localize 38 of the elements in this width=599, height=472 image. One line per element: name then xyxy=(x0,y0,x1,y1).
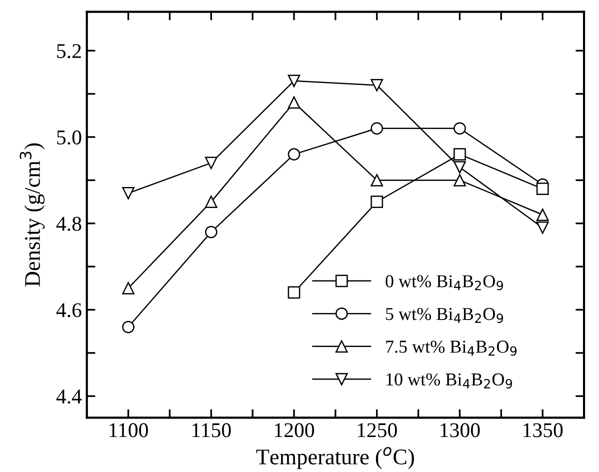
x-tick-label: 1300 xyxy=(440,423,480,438)
x-axis-title: Temperature ($^{o}$C) xyxy=(256,447,414,469)
point xyxy=(122,282,134,294)
x-tick-label: 1250 xyxy=(358,423,397,438)
point xyxy=(122,320,134,334)
legend-label: 10 wt% Bi$_{4}$B$_{2}$O$_{9}$ xyxy=(386,373,512,388)
point xyxy=(536,208,549,221)
point xyxy=(454,148,466,160)
point xyxy=(288,96,300,109)
point xyxy=(288,74,300,88)
point xyxy=(454,161,466,174)
legend-label: 7.5 wt% Bi$_{4}$B$_{2}$O$_{9}$ xyxy=(386,340,517,356)
y-tick-label: 4.8 xyxy=(56,216,82,231)
x-tick-label: 1150 xyxy=(192,423,231,438)
point xyxy=(536,182,549,196)
point xyxy=(288,286,300,299)
point xyxy=(122,186,134,200)
y-tick-label: 4.4 xyxy=(56,390,82,404)
point xyxy=(454,122,466,135)
point xyxy=(204,196,218,208)
y-tick-label: 4.6 xyxy=(56,303,82,318)
y-tick-label: 5.0 xyxy=(57,130,82,145)
x-tick-label: 1100 xyxy=(110,423,148,438)
legend-label: 0 wt% Bi$_{4}$B$_{2}$O$_{9}$ xyxy=(386,275,504,290)
point xyxy=(370,196,384,208)
point xyxy=(204,226,218,238)
y-axis-title: Density (g/cm$^{3}$) xyxy=(20,143,45,286)
y-tick-label: 5.2 xyxy=(57,44,81,58)
point xyxy=(370,122,384,135)
x-tick-label: 1350 xyxy=(524,423,563,438)
point xyxy=(370,174,384,186)
point xyxy=(288,148,300,160)
point xyxy=(536,222,549,234)
point xyxy=(370,79,384,92)
x-tick-label: 1200 xyxy=(275,423,314,438)
legend-label: 5 wt% Bi$_{4}$B$_{2}$O$_{9}$ xyxy=(386,308,504,324)
point xyxy=(204,156,218,170)
point xyxy=(454,174,466,186)
